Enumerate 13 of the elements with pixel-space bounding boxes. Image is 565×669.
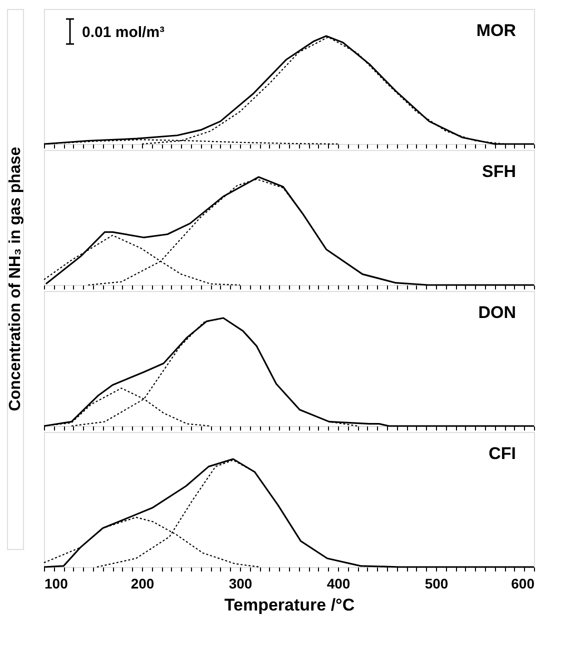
annotation: 0.01 mol/m³ xyxy=(82,24,165,41)
y-axis-title: Concentration of NH₃ in gas phase xyxy=(7,146,24,412)
x-tick-label: 100 xyxy=(44,576,68,592)
x-tick-label: 600 xyxy=(511,576,535,592)
x-tick-label: 300 xyxy=(228,576,252,592)
chart-title: DON xyxy=(478,303,516,322)
chart-title: SFH xyxy=(482,162,516,181)
chart-title: CFI xyxy=(488,444,516,463)
chart-title: MOR xyxy=(476,21,516,40)
x-tick-label: 500 xyxy=(424,576,448,592)
x-tick-label: 200 xyxy=(130,576,154,592)
x-tick-label: 400 xyxy=(326,576,350,592)
x-axis-title: Temperature /°C xyxy=(224,596,355,614)
